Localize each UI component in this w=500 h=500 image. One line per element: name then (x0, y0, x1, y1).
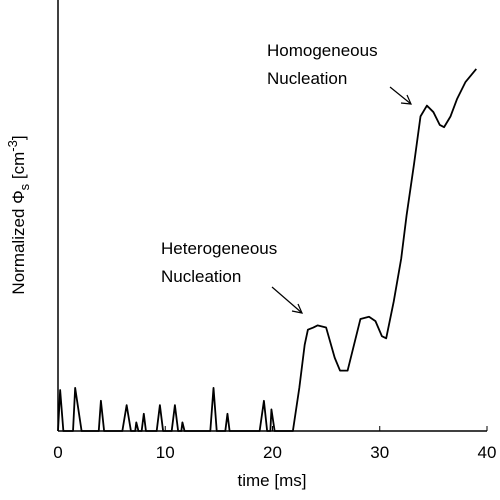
y-label-sub: s (17, 183, 32, 190)
y-label-part: ] (9, 135, 28, 140)
x-tick-label: 0 (53, 443, 62, 462)
arrows (271, 86, 412, 314)
x-tick-label: 10 (156, 443, 175, 462)
y-axis-label: Normalized Φs [cm-3] (5, 135, 32, 294)
x-tick-label: 30 (370, 443, 389, 462)
y-label-part: Normalized Φ (9, 190, 28, 294)
x-tick-label: 40 (478, 443, 497, 462)
y-label-sup: -3 (5, 140, 20, 152)
x-axis-label: time [ms] (238, 471, 307, 490)
annotation: Nucleation (161, 267, 241, 286)
annotation: Nucleation (267, 69, 347, 88)
y-label-part: [cm (9, 152, 28, 184)
annotation: Heterogeneous (161, 239, 277, 258)
annotation: Homogeneous (267, 41, 378, 60)
x-tick-label: 20 (263, 443, 282, 462)
data-line (57, 68, 477, 432)
